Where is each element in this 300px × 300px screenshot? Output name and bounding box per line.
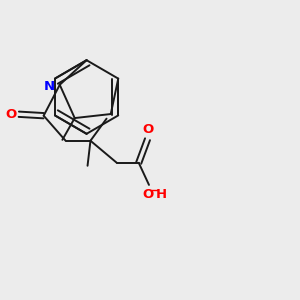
- Text: H: H: [156, 188, 167, 201]
- Text: O: O: [142, 123, 153, 136]
- Text: N: N: [44, 80, 56, 93]
- Text: O: O: [142, 188, 153, 201]
- Text: O: O: [5, 108, 16, 121]
